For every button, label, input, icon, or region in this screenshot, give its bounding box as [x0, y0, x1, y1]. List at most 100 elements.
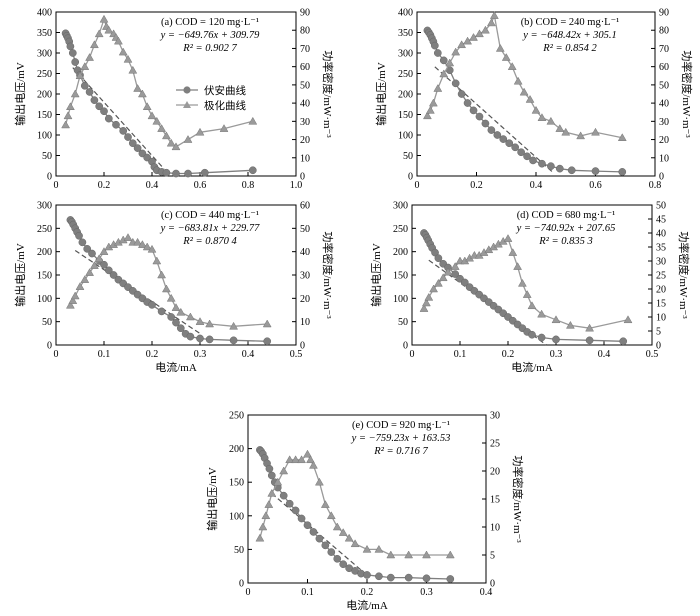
y-left-axis-label: 输出电压/mV [369, 243, 383, 307]
x-tick-label: 0 [54, 349, 59, 360]
power-curve-line [423, 237, 629, 329]
y-left-tick-label: 0 [239, 579, 244, 590]
voltage-point [90, 96, 99, 105]
power-point [438, 273, 448, 282]
voltage-point [100, 107, 108, 116]
power-point [561, 127, 571, 136]
x-tick-label: 0 [415, 180, 420, 191]
power-point [171, 303, 181, 311]
voltage-point [172, 318, 180, 327]
y-right-tick-label: 50 [656, 201, 666, 212]
x-tick-label: 0.8 [649, 180, 662, 191]
y-left-tick-label: 200 [393, 247, 408, 258]
voltage-point [618, 168, 627, 176]
y-right-axis-label: 功率密度/mW·m⁻³ [321, 50, 335, 138]
y-right-tick-label: 80 [300, 26, 310, 37]
voltage-point [321, 541, 330, 550]
power-point [291, 455, 301, 464]
power-point [142, 102, 152, 111]
x-tick-label: 0.4 [146, 180, 159, 191]
power-point [531, 105, 541, 114]
y-left-tick-label: 100 [398, 131, 413, 142]
y-right-tick-label: 40 [300, 247, 310, 258]
y-left-tick-label: 50 [398, 317, 408, 328]
voltage-point [162, 168, 171, 177]
power-point [133, 84, 143, 92]
voltage-point [83, 245, 92, 253]
x-tick-label: 0.2 [98, 180, 111, 191]
power-point [261, 511, 271, 520]
y-left-tick-label: 300 [37, 201, 52, 212]
power-point [451, 47, 461, 56]
power-point [508, 248, 518, 256]
voltage-point [196, 334, 204, 343]
y-right-tick-label: 20 [300, 135, 310, 146]
voltage-point [85, 88, 94, 96]
power-point [338, 528, 348, 536]
y-left-tick-label: 100 [37, 294, 52, 305]
x-tick-label: 0.3 [194, 349, 207, 360]
x-tick-label: 0.4 [242, 349, 255, 360]
y-right-tick-label: 90 [659, 8, 669, 19]
y-left-tick-label: 50 [42, 317, 52, 328]
power-point [429, 284, 439, 293]
y-left-tick-label: 300 [37, 49, 52, 60]
power-point [70, 89, 80, 98]
voltage-point [88, 249, 96, 258]
power-point [65, 300, 75, 309]
x-tick-label: 0.5 [646, 349, 659, 360]
voltage-point [297, 514, 306, 523]
power-point [450, 262, 460, 270]
power-point [161, 284, 171, 293]
power-point [565, 320, 575, 329]
x-tick-label: 0.4 [598, 349, 611, 360]
power-point [344, 533, 354, 542]
y-right-tick-label: 50 [300, 80, 310, 91]
fit-line [271, 493, 368, 576]
y-right-tick-label: 40 [300, 99, 310, 110]
chart-panel-c: 0 0.1 0.2 0.3 0.4 0.5050100150200250300010203… [13, 201, 335, 375]
power-point [219, 124, 229, 132]
voltage-point [537, 333, 546, 342]
power-point [546, 116, 556, 125]
y-left-tick-label: 100 [229, 511, 244, 522]
x-tick-label: 1.0 [290, 180, 303, 191]
voltage-point [133, 144, 142, 152]
y-left-tick-label: 250 [229, 411, 244, 422]
y-right-tick-label: 30 [300, 271, 310, 282]
power-point [128, 65, 138, 74]
x-tick-label: 0.1 [98, 349, 111, 360]
power-point [551, 315, 561, 324]
y-left-tick-label: 150 [37, 271, 52, 282]
voltage-point [386, 573, 395, 582]
y-left-tick-label: 0 [47, 341, 52, 352]
voltage-point [279, 491, 288, 500]
power-point [428, 98, 438, 107]
power-point [555, 124, 565, 132]
power-point [137, 240, 147, 248]
y-right-tick-label: 90 [300, 8, 310, 19]
voltage-point [285, 499, 294, 508]
power-point [306, 455, 315, 464]
power-point [362, 544, 372, 553]
power-point [513, 262, 523, 270]
power-point [273, 477, 283, 486]
power-point [195, 317, 205, 325]
power-point [171, 142, 181, 151]
voltage-point [404, 573, 413, 582]
power-point [350, 539, 360, 548]
y-left-tick-label: 250 [393, 224, 408, 235]
power-point [123, 54, 133, 63]
x-tick-label: 0.8 [242, 180, 255, 191]
power-point [507, 62, 517, 70]
y-right-tick-label: 50 [300, 224, 310, 235]
power-point [495, 43, 505, 52]
power-point [157, 124, 167, 132]
y-right-tick-label: 45 [656, 215, 666, 226]
voltage-point [591, 167, 600, 175]
power-point [443, 267, 453, 276]
panel-title: (b) COD = 240 mg·L⁻¹ [521, 17, 620, 28]
legend-power-marker [183, 101, 191, 108]
y-right-tick-label: 30 [300, 117, 310, 128]
y-right-tick-label: 15 [490, 495, 500, 506]
